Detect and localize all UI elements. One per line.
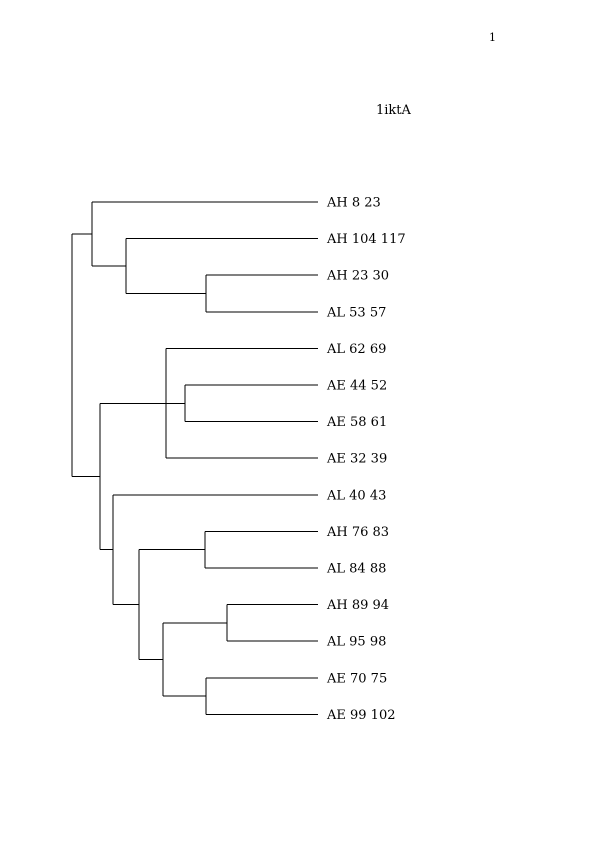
leaf-label: AH 89 94 bbox=[326, 598, 389, 613]
leaf-label: AH 23 30 bbox=[326, 269, 389, 284]
leaf-label: AL 40 43 bbox=[326, 488, 386, 503]
dendrogram-branches bbox=[71, 201, 318, 715]
leaf-label: AL 53 57 bbox=[326, 305, 386, 320]
dendrogram-labels: AH 8 23 AH 104 117 AH 23 30 AL 53 57 AL 62 6… bbox=[326, 196, 406, 723]
leaf-label: AE 32 39 bbox=[326, 452, 387, 467]
leaf-label: AL 84 88 bbox=[326, 562, 386, 577]
leaf-label: AE 44 52 bbox=[326, 379, 387, 394]
leaf-label: AL 62 69 bbox=[326, 342, 386, 357]
leaf-label: AH 76 83 bbox=[326, 525, 389, 540]
leaf-label: AE 70 75 bbox=[326, 671, 387, 686]
leaf-label: AL 95 98 bbox=[326, 635, 386, 650]
page-number: 1 bbox=[489, 31, 496, 44]
leaf-label: AH 104 117 bbox=[326, 232, 406, 247]
page-title: 1iktA bbox=[376, 103, 411, 118]
leaf-label: AH 8 23 bbox=[326, 196, 381, 211]
leaf-label: AE 99 102 bbox=[326, 708, 396, 723]
leaf-label: AE 58 61 bbox=[326, 415, 387, 430]
